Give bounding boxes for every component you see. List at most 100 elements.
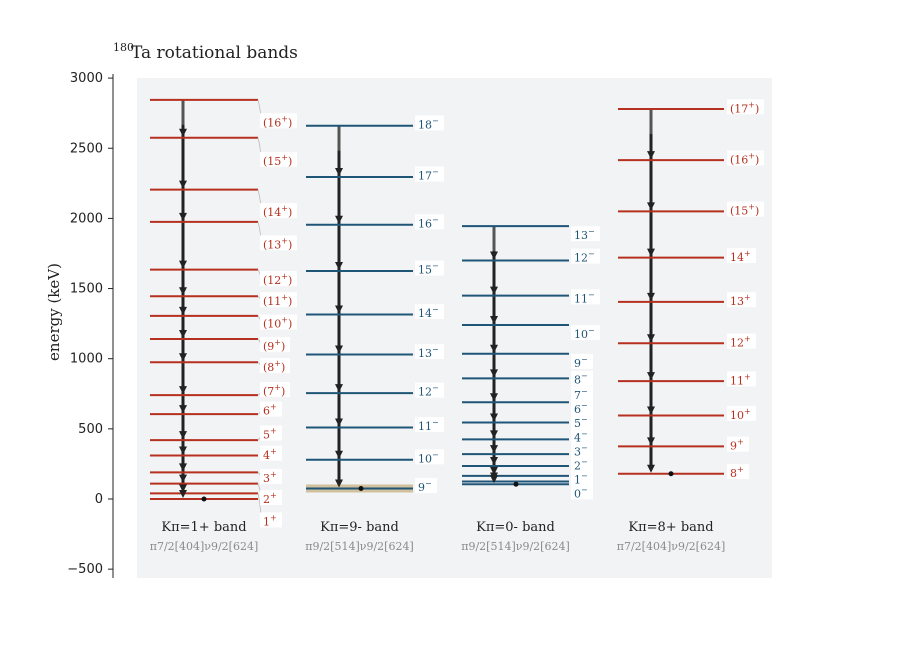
level-label-box — [260, 490, 282, 505]
transition-arrowhead — [490, 344, 498, 353]
transition-arrowhead — [490, 445, 498, 454]
level-label: (9+) — [263, 338, 285, 353]
transition-arrowhead — [179, 484, 187, 493]
transition-arrowhead — [490, 430, 498, 439]
y-tick-label: 1000 — [70, 352, 103, 367]
transition-arrowhead — [647, 464, 655, 473]
level-label-box — [571, 470, 593, 486]
band-1: 1+2+3+4+5+6+(7+)(8+)(9+)(10+)(11+)(12+)(… — [150, 98, 297, 553]
transition-arrowhead — [335, 262, 343, 271]
y-axis-ticks: −500 0 500 1000 1500 2000 2500 3000 — [67, 71, 113, 577]
level-label-box — [415, 382, 444, 398]
level-label-box — [571, 400, 593, 416]
transition-arrowhead — [647, 151, 655, 160]
y-tick-label: 500 — [78, 422, 103, 437]
transition-arrowhead — [179, 212, 187, 221]
level-label-box — [727, 201, 764, 217]
level-label-box — [260, 292, 297, 308]
level-label: (16+) — [263, 114, 292, 129]
level-label-box — [571, 428, 593, 444]
band-name: Kπ=1+ band — [161, 520, 246, 535]
bands-layer: 1+2+3+4+5+6+(7+)(8+)(9+)(10+)(11+)(12+)(… — [150, 98, 764, 553]
transition-arrowhead — [647, 372, 655, 381]
band-name: Kπ=0- band — [476, 520, 555, 535]
transition-arrowhead — [335, 384, 343, 393]
transition-arrowhead — [179, 474, 187, 483]
transition-arrowhead — [335, 345, 343, 354]
transition-arrowhead — [647, 334, 655, 343]
transition-arrowhead — [179, 431, 187, 440]
level-label-box — [260, 401, 282, 417]
level-label-box — [727, 247, 756, 263]
band-name: Kπ=9- band — [320, 520, 399, 535]
transition-arrowhead — [179, 386, 187, 395]
transition-arrowhead — [179, 306, 187, 315]
transition-arrowhead — [490, 251, 498, 260]
level-label: (17+) — [730, 100, 759, 115]
level-label-box — [571, 370, 593, 386]
level-label: (15+) — [730, 203, 759, 218]
level-label-box — [415, 166, 444, 182]
level-label-box — [260, 203, 297, 219]
level-label-box — [571, 484, 593, 500]
band-head-dot — [668, 471, 674, 477]
level-label-box — [260, 314, 297, 330]
level-label: (12+) — [263, 272, 292, 287]
level-label: (14+) — [263, 204, 292, 219]
band-3: 0−1−2−3−4−5−6−7−8−9−10−11−12−13−Kπ=0- ba… — [461, 225, 600, 553]
level-label: (7+) — [263, 383, 285, 398]
level-label-box — [260, 381, 290, 397]
transition-arrowhead — [647, 202, 655, 211]
level-label-box — [415, 344, 444, 360]
level-label: (11+) — [263, 293, 292, 308]
transition-arrowhead — [179, 446, 187, 455]
transition-arrowhead — [179, 353, 187, 362]
band-configuration: π7/2[404]ν9/2[624] — [617, 540, 725, 553]
transition-arrowhead — [490, 413, 498, 422]
y-tick-label: 2500 — [70, 141, 103, 156]
level-label-box — [727, 464, 749, 480]
level-label-box — [571, 325, 600, 341]
level-label-box — [571, 226, 600, 242]
level-label-box — [571, 353, 593, 369]
transition-arrowhead — [335, 305, 343, 314]
level-label-box — [727, 333, 756, 349]
level-label-box — [415, 260, 444, 276]
level-label-box — [260, 113, 297, 129]
plot-panel — [137, 78, 772, 578]
level-label-box — [571, 456, 593, 472]
transition-arrowhead — [647, 248, 655, 257]
transition-arrowhead — [490, 457, 498, 466]
level-label: (16+) — [730, 151, 759, 166]
band-4: 8+9+10+11+12+13+14+(15+)(16+)(17+)Kπ=8+ … — [617, 99, 764, 553]
level-label-box — [260, 358, 290, 374]
level-label-box — [260, 425, 282, 441]
transition-arrowhead — [647, 406, 655, 415]
level-label-box — [260, 445, 282, 461]
level-label-box — [260, 512, 282, 528]
transition-arrowhead — [179, 128, 187, 137]
band-head-dot — [513, 481, 519, 487]
level-label-box — [260, 468, 282, 484]
transition-arrowhead — [647, 437, 655, 446]
level-label: (13+) — [263, 236, 292, 251]
y-tick-label: −500 — [67, 562, 103, 577]
band-head-dot — [201, 496, 207, 502]
transition-arrowhead — [335, 418, 343, 427]
y-tick-label: 1500 — [70, 282, 103, 297]
level-label-box — [415, 417, 444, 433]
transition-arrowhead — [179, 330, 187, 339]
level-label-box — [727, 436, 749, 452]
level-label-box — [260, 337, 290, 353]
level-label-box — [571, 248, 600, 264]
transition-arrowhead — [490, 369, 498, 378]
transition-arrowhead — [179, 287, 187, 296]
level-label: (10+) — [263, 316, 292, 331]
transition-arrowhead — [490, 466, 498, 475]
level-label-box — [260, 235, 297, 251]
y-tick-label: 2000 — [70, 211, 103, 226]
band-configuration: π7/2[404]ν9/2[624] — [150, 540, 258, 553]
y-tick-label: 0 — [95, 492, 103, 507]
level-label: (15+) — [263, 153, 292, 168]
